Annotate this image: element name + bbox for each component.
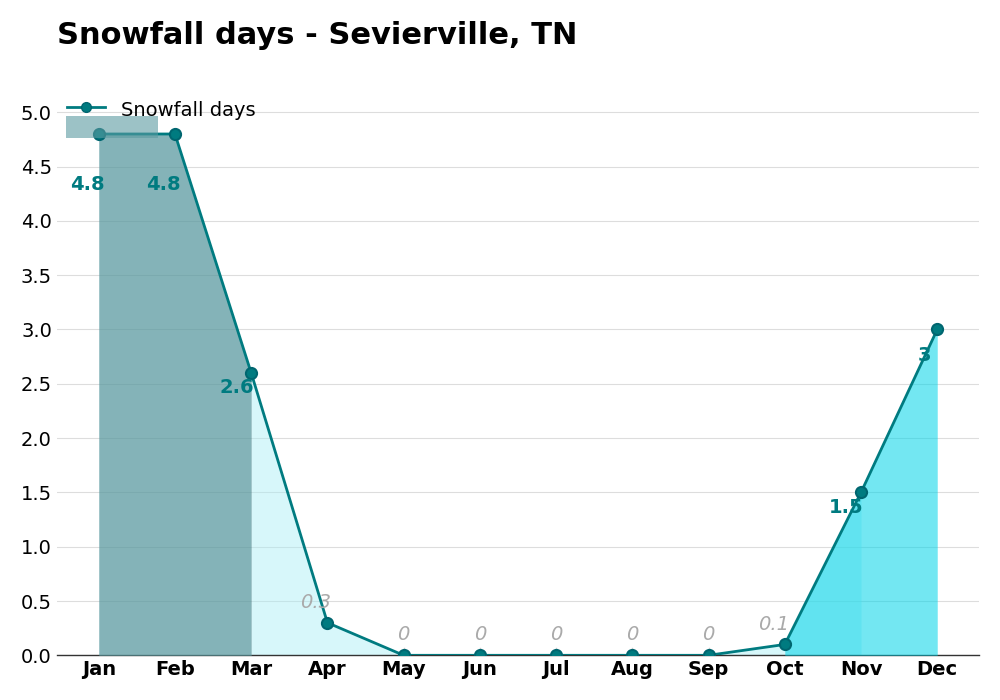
Text: 3: 3 xyxy=(918,346,932,365)
Text: 2.6: 2.6 xyxy=(219,379,254,398)
Text: 0: 0 xyxy=(397,625,410,645)
Legend: Snowfall days: Snowfall days xyxy=(67,99,256,120)
FancyBboxPatch shape xyxy=(66,116,158,138)
Text: 1.5: 1.5 xyxy=(829,498,864,517)
Text: 4.8: 4.8 xyxy=(146,175,181,195)
Text: Snowfall days - Sevierville, TN: Snowfall days - Sevierville, TN xyxy=(57,21,577,50)
Text: 0: 0 xyxy=(702,625,715,645)
Text: 4.8: 4.8 xyxy=(70,175,104,195)
Text: 0.3: 0.3 xyxy=(300,593,331,612)
Text: 0: 0 xyxy=(550,625,562,645)
Text: 0: 0 xyxy=(626,625,639,645)
Text: 0: 0 xyxy=(474,625,486,645)
Text: 0.1: 0.1 xyxy=(758,615,789,634)
